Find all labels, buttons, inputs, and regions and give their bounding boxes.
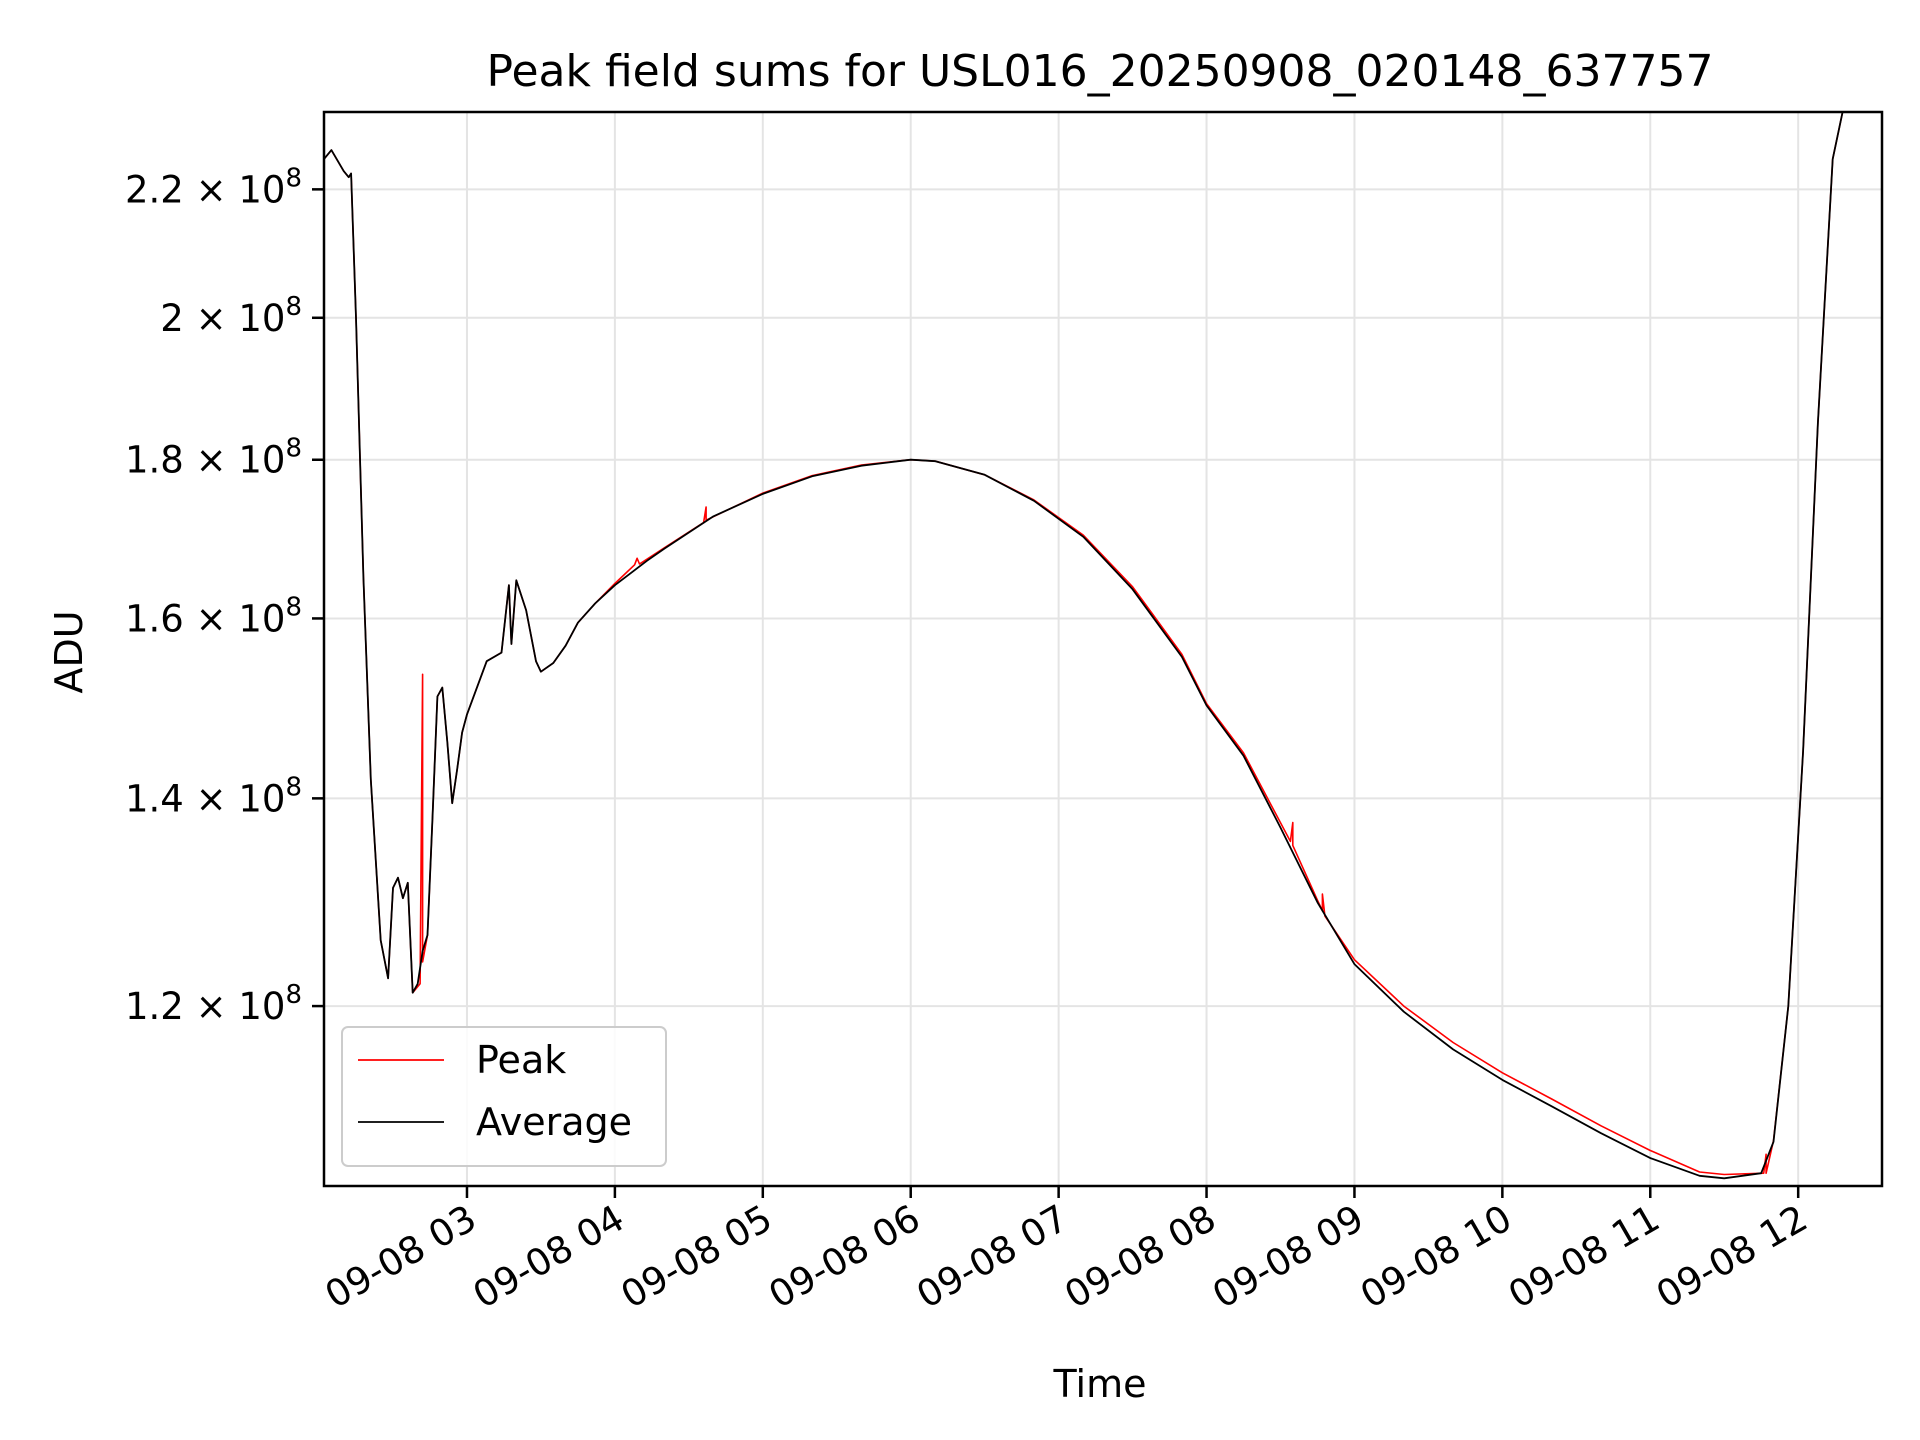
y-tick-label: 2.2 × 108 (125, 163, 302, 211)
legend-label-peak: Peak (476, 1038, 566, 1082)
legend-box (341, 1026, 667, 1167)
y-tick-label: 1.4 × 108 (125, 772, 302, 820)
legend: Peak Average (341, 1026, 667, 1167)
grid (324, 112, 1882, 1186)
series-line-average (324, 112, 1844, 1180)
series-layer (324, 112, 1844, 1180)
x-axis-label: Time (1053, 1362, 1147, 1406)
y-tick-label: 1.8 × 108 (125, 434, 302, 482)
y-tick-label: 2 × 108 (160, 292, 302, 340)
plot-frame (322, 110, 1884, 1188)
y-axis-label: ADU (47, 610, 91, 693)
y-tick-label: 1.6 × 108 (125, 592, 302, 640)
legend-label-average: Average (476, 1100, 632, 1144)
y-tick-label: 1.2 × 108 (125, 980, 302, 1028)
chart-title: Peak field sums for USL016_20250908_0201… (487, 46, 1714, 97)
